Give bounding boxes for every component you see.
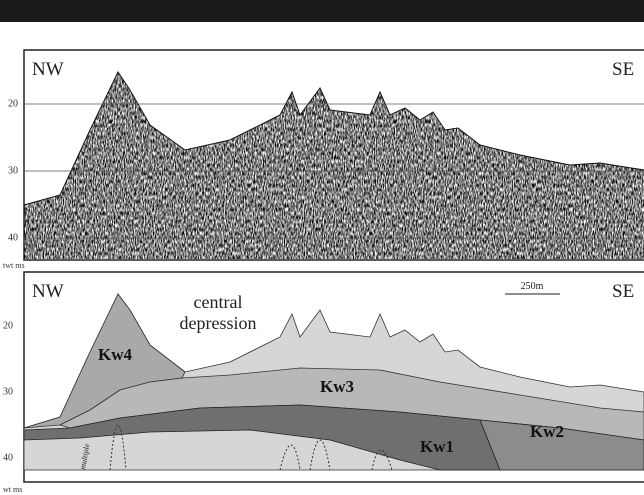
y-tick-label: 30	[3, 386, 13, 397]
nw-label: NW	[32, 281, 64, 302]
kw2-fill	[479, 419, 644, 471]
multiple-trace	[109, 424, 393, 471]
seabed-line	[23, 70, 644, 206]
y-tick-label: 40	[8, 232, 18, 243]
y-tick-label: 20	[8, 98, 18, 109]
se-label: SE	[612, 59, 634, 80]
unit-label: Kw2	[530, 422, 564, 441]
se-label: SE	[612, 281, 634, 302]
annotation: central depression	[179, 292, 257, 333]
y-tick-label: 20	[3, 320, 13, 331]
unit-label: Kw3	[320, 377, 354, 396]
nw-label: NW	[32, 59, 64, 80]
y-tick-label: 30	[8, 165, 18, 176]
y-unit: twt ms	[3, 261, 25, 270]
unit-label: Kw1	[420, 437, 454, 456]
kw1-fill	[23, 404, 501, 471]
header-bar	[0, 0, 644, 22]
y-unit: wt ms	[3, 485, 22, 494]
unit-label: Kw4	[98, 345, 133, 364]
scale-bar-label: 250m	[521, 281, 544, 292]
seismic-section	[24, 72, 644, 259]
y-tick-label: 40	[3, 452, 13, 463]
